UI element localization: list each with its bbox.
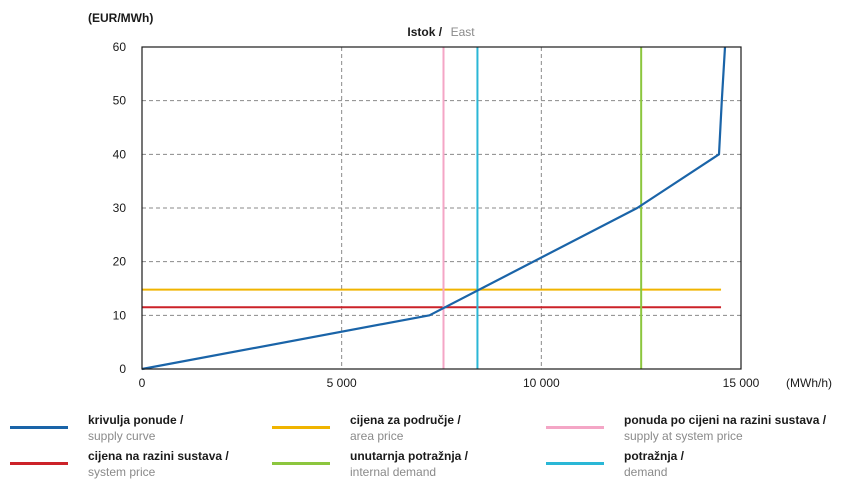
legend-label: potražnja / demand <box>624 448 684 480</box>
legend-swatch <box>546 462 604 465</box>
legend-label-en: internal demand <box>350 465 437 479</box>
series-line-supply-curve <box>141 46 727 371</box>
legend-swatch <box>10 462 68 465</box>
legend-label-en: demand <box>624 465 668 479</box>
plot-frame <box>141 46 742 370</box>
legend-label-en: supply at system price <box>624 429 743 443</box>
legend-item: ponuda po cijeni na razini sustava / supp… <box>546 412 826 444</box>
legend-item: unutarnja potražnja / internal demand <box>272 448 468 480</box>
legend-label: cijena za područje / area price <box>350 412 461 444</box>
legend-label-hr: krivulja ponude / <box>88 413 184 427</box>
y-tick-label: 60 <box>113 40 127 54</box>
legend-label-hr: ponuda po cijeni na razini sustava / <box>624 413 827 427</box>
x-tick-labels: 0 5 000 10 000 15 000 <box>139 376 760 390</box>
series-layer <box>141 46 727 371</box>
y-tick-label: 0 <box>119 362 126 376</box>
chart-title-hr: Istok / <box>407 25 442 39</box>
y-tick-label: 10 <box>113 308 127 322</box>
legend-item: cijena za područje / area price <box>272 412 461 444</box>
legend-label-hr: unutarnja potražnja / <box>350 449 469 463</box>
legend: krivulja ponude / supply curve cijena za p… <box>0 412 867 490</box>
legend-label: cijena na razini sustava / system price <box>88 448 229 480</box>
legend-label-hr: cijena na razini sustava / <box>88 449 229 463</box>
legend-swatch <box>272 426 330 429</box>
legend-label-hr: potražnja / <box>624 449 685 463</box>
legend-swatch <box>272 462 330 465</box>
legend-item: krivulja ponude / supply curve <box>10 412 183 444</box>
y-tick-labels: 0 10 20 30 40 50 60 <box>113 40 127 376</box>
y-tick-label: 20 <box>113 255 127 269</box>
y-tick-label: 30 <box>113 201 127 215</box>
x-tick-label: 5 000 <box>327 376 357 390</box>
y-tick-label: 40 <box>113 147 127 161</box>
chart-title-en: East <box>451 25 476 39</box>
legend-swatch <box>546 426 604 429</box>
x-tick-label: 0 <box>139 376 146 390</box>
legend-label: krivulja ponude / supply curve <box>88 412 183 444</box>
legend-label: unutarnja potražnja / internal demand <box>350 448 468 480</box>
grid <box>142 47 741 369</box>
legend-label-hr: cijena za područje / <box>350 413 461 427</box>
legend-label-en: supply curve <box>88 429 156 443</box>
chart: (EUR/MWh) Istok / East 0 10 20 30 40 50 60 0 5 … <box>88 11 832 390</box>
legend-label-en: system price <box>88 465 156 479</box>
chart-title: Istok / East <box>407 23 475 40</box>
legend-label-en: area price <box>350 429 404 443</box>
y-tick-label: 50 <box>113 94 127 108</box>
x-axis-label: (MWh/h) <box>786 376 832 390</box>
legend-item: potražnja / demand <box>546 448 684 480</box>
legend-swatch <box>10 426 68 429</box>
legend-item: cijena na razini sustava / system price <box>10 448 229 480</box>
x-tick-label: 15 000 <box>723 376 760 390</box>
y-axis-label: (EUR/MWh) <box>88 11 153 25</box>
x-tick-label: 10 000 <box>523 376 560 390</box>
legend-label: ponuda po cijeni na razini sustava / supp… <box>624 412 826 444</box>
